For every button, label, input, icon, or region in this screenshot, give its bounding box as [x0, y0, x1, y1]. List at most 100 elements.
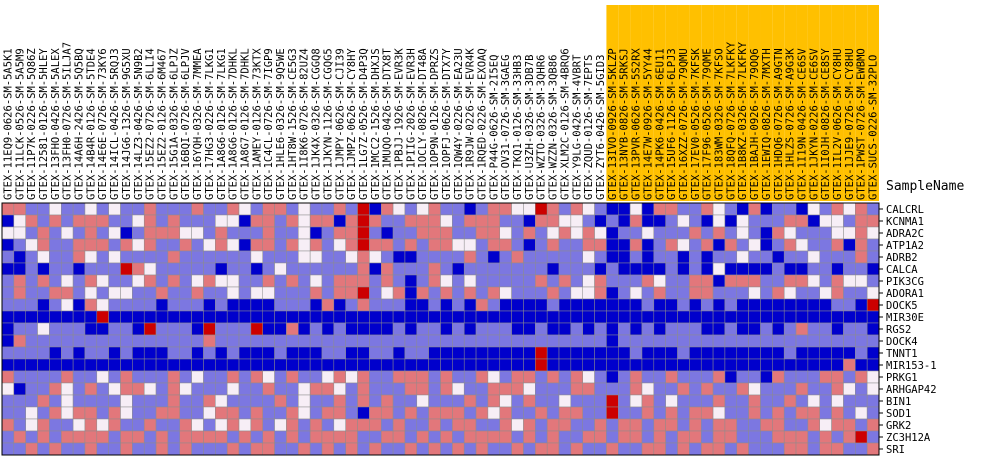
heatmap-cell — [215, 358, 228, 372]
heatmap-cell — [286, 274, 299, 288]
heatmap-cell — [428, 358, 441, 372]
heatmap-cell — [606, 214, 619, 228]
heatmap-cell — [641, 442, 655, 456]
heatmap-cell — [203, 310, 216, 324]
heatmap-cell — [772, 310, 785, 324]
heatmap-cell — [13, 286, 26, 300]
heatmap-cell — [677, 298, 690, 312]
heatmap-cell — [191, 442, 204, 456]
sample-label: GTEX-14B4R-0126-SM-5TDE4 — [85, 48, 97, 200]
heatmap-cell — [309, 382, 323, 396]
heatmap-cell — [606, 298, 619, 312]
heatmap-cell — [49, 442, 62, 456]
heatmap-cell — [298, 202, 311, 216]
heatmap-cell — [783, 418, 797, 432]
sample-highlight — [689, 5, 702, 201]
heatmap-cell — [855, 250, 868, 264]
heatmap-cell — [404, 298, 418, 312]
heatmap-cell — [369, 286, 382, 300]
heatmap-cell — [475, 214, 489, 228]
heatmap-cell — [132, 406, 145, 420]
heatmap-cell — [120, 406, 133, 420]
heatmap-cell — [677, 406, 690, 420]
heatmap-cell — [843, 262, 856, 276]
heatmap-cell — [511, 442, 524, 456]
heatmap-cell — [855, 310, 868, 324]
heatmap-cell — [84, 406, 98, 420]
heatmap-cell — [84, 322, 98, 336]
heatmap-cell — [665, 274, 678, 288]
heatmap-cell — [594, 226, 607, 240]
sample-label: GTEX-15EZ2-0126-SM-6M467 — [156, 48, 168, 200]
heatmap-cell — [463, 298, 477, 312]
heatmap-cell — [203, 226, 216, 240]
heatmap-cell — [475, 274, 489, 288]
heatmap-cell — [49, 370, 62, 384]
heatmap-cell — [250, 286, 263, 300]
heatmap-cell — [629, 286, 643, 300]
heatmap-cell — [215, 418, 228, 432]
heatmap-cell — [132, 214, 145, 228]
heatmap-cell — [120, 430, 133, 444]
heatmap-cell — [558, 310, 572, 324]
heatmap-cell — [203, 298, 216, 312]
heatmap-cell — [831, 310, 844, 324]
heatmap-cell — [831, 226, 844, 240]
heatmap-cell — [783, 298, 797, 312]
sample-label: GTEX-1IL2V-0626-SM-CY8HU — [832, 48, 844, 200]
heatmap-cell — [689, 274, 702, 288]
heatmap-cell — [535, 286, 548, 300]
heatmap-cell — [558, 298, 572, 312]
heatmap-cell — [772, 262, 785, 276]
heatmap-cell — [37, 250, 50, 264]
heatmap-cell — [262, 262, 275, 276]
heatmap-cell — [298, 370, 311, 384]
heatmap-cell — [783, 286, 797, 300]
heatmap-cell — [108, 334, 121, 348]
heatmap-cell — [215, 286, 228, 300]
heatmap-cell — [120, 214, 133, 228]
heatmap-cell — [380, 334, 394, 348]
gene-label: CALCA — [886, 264, 918, 276]
heatmap-cell — [61, 214, 74, 228]
heatmap-cell — [37, 394, 50, 408]
heatmap-cell — [404, 442, 418, 456]
heatmap-cell — [132, 250, 145, 264]
heatmap-cell — [274, 310, 287, 324]
heatmap-cell — [866, 370, 880, 384]
heatmap-cell — [546, 322, 560, 336]
heatmap-cell — [795, 370, 809, 384]
heatmap-cell — [783, 214, 797, 228]
heatmap-cell — [392, 202, 406, 216]
sample-label: GTEX-1OP9N-0126-SM-DPRZS — [429, 48, 441, 200]
heatmap-cell — [629, 274, 643, 288]
heatmap-cell — [226, 394, 240, 408]
heatmap-cell — [37, 274, 50, 288]
heatmap-cell — [238, 394, 252, 408]
heatmap-cell — [866, 226, 880, 240]
sample-label: GTEX-12581-0126-SM-5HLEY — [38, 48, 50, 200]
heatmap-cell — [380, 298, 394, 312]
heatmap-cell — [440, 442, 453, 456]
heatmap-cell — [523, 310, 536, 324]
heatmap-cell — [238, 358, 252, 372]
heatmap-cell — [665, 226, 678, 240]
heatmap-cell — [807, 430, 820, 444]
heatmap-cell — [748, 394, 761, 408]
heatmap-cell — [143, 358, 157, 372]
heatmap-cell — [369, 394, 382, 408]
heatmap-cell — [380, 358, 394, 372]
heatmap-cell — [84, 430, 98, 444]
heatmap-cell — [262, 334, 275, 348]
heatmap-cell — [866, 394, 880, 408]
heatmap-cell — [665, 358, 678, 372]
heatmap-cell — [191, 394, 204, 408]
heatmap-cell — [440, 418, 453, 432]
heatmap-cell — [452, 418, 465, 432]
heatmap-cell — [772, 250, 785, 264]
heatmap-cell — [120, 298, 133, 312]
heatmap-cell — [499, 238, 512, 252]
heatmap-cell — [274, 202, 287, 216]
heatmap-cell — [819, 202, 832, 216]
heatmap-cell — [428, 418, 441, 432]
